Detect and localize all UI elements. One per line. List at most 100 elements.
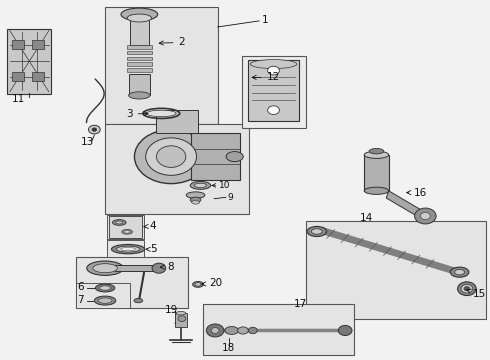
Ellipse shape [192,201,199,204]
Bar [12,72,24,81]
Bar [174,313,187,327]
Ellipse shape [226,152,243,162]
Text: 16: 16 [407,188,427,198]
Bar [156,110,198,133]
Circle shape [134,130,208,184]
Ellipse shape [450,267,469,277]
Bar [7,29,51,94]
Ellipse shape [186,192,205,198]
Bar [127,68,151,72]
Circle shape [156,146,186,167]
Ellipse shape [128,92,150,99]
Ellipse shape [100,286,110,290]
Bar [107,240,144,257]
Text: 1: 1 [262,15,268,25]
Bar [12,40,24,49]
Text: 15: 15 [467,289,487,300]
Ellipse shape [95,296,116,305]
Ellipse shape [111,244,145,254]
Text: 8: 8 [160,262,174,272]
Ellipse shape [193,282,203,287]
Text: 9: 9 [227,193,233,202]
Ellipse shape [369,149,384,154]
Bar [306,221,487,319]
Ellipse shape [195,183,207,188]
Ellipse shape [98,298,112,303]
Ellipse shape [312,229,322,234]
Ellipse shape [458,282,476,296]
Ellipse shape [134,298,143,303]
Ellipse shape [225,327,239,334]
Text: 19: 19 [165,305,178,315]
Ellipse shape [455,269,465,275]
Ellipse shape [121,8,158,21]
Ellipse shape [464,287,470,291]
Ellipse shape [93,264,117,273]
Polygon shape [386,191,425,220]
Ellipse shape [461,284,473,293]
Ellipse shape [250,60,297,69]
Text: 18: 18 [222,343,235,354]
Ellipse shape [248,327,257,334]
Ellipse shape [238,327,248,334]
Bar [127,57,151,60]
Circle shape [89,125,100,134]
Circle shape [268,66,279,75]
Circle shape [211,328,219,333]
Bar [364,155,389,191]
Ellipse shape [124,231,130,233]
Bar [107,215,144,239]
Text: 12: 12 [252,72,280,82]
Bar [127,51,151,54]
Circle shape [206,324,224,337]
Circle shape [178,316,186,321]
Text: 17: 17 [294,299,307,309]
Ellipse shape [116,221,122,224]
Bar [242,56,306,128]
Bar [248,60,299,121]
Bar [127,45,151,49]
Ellipse shape [364,151,389,158]
Text: 3: 3 [126,109,148,119]
Ellipse shape [176,311,186,315]
Text: 5: 5 [146,244,157,255]
Text: 7: 7 [77,295,84,305]
Bar [105,124,249,214]
Text: 6: 6 [77,282,84,292]
Ellipse shape [195,283,201,286]
Ellipse shape [127,14,151,22]
Circle shape [420,212,430,220]
Circle shape [415,208,436,224]
Ellipse shape [87,261,123,275]
Bar [32,40,44,49]
Ellipse shape [190,197,201,202]
Ellipse shape [112,220,126,225]
Bar [76,257,188,308]
Ellipse shape [190,181,211,189]
Bar [109,216,142,238]
Text: 14: 14 [360,213,373,223]
Circle shape [338,325,352,336]
Bar [129,20,149,45]
Ellipse shape [122,230,132,234]
Circle shape [92,128,97,131]
Bar [203,304,354,355]
Bar [32,72,44,81]
Text: 13: 13 [81,137,94,147]
Text: 10: 10 [212,181,230,190]
Ellipse shape [96,284,115,292]
Bar [105,7,218,124]
Bar [191,133,240,180]
Bar [349,5,487,220]
Bar [76,5,349,356]
Bar [128,74,150,95]
Ellipse shape [307,226,327,237]
Circle shape [268,106,279,114]
Text: 11: 11 [12,94,25,104]
Circle shape [152,263,166,273]
Ellipse shape [121,248,135,251]
Bar [76,283,129,308]
Ellipse shape [364,187,389,194]
Text: 4: 4 [144,221,156,231]
Ellipse shape [116,246,140,252]
